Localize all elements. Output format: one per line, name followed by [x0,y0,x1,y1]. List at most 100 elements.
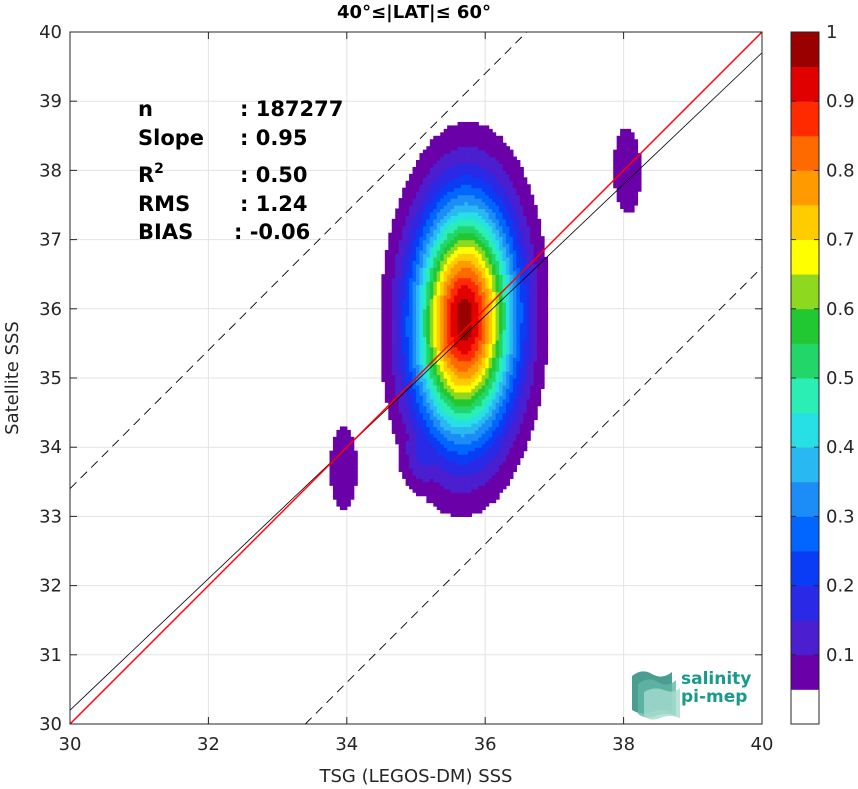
density-cell [429,253,434,258]
density-cell [422,450,427,455]
density-cell [422,319,427,324]
density-cell [388,291,393,296]
density-cell [395,222,400,227]
density-cell [519,374,524,379]
density-cell [450,232,455,237]
density-cell [471,198,476,203]
density-cell [419,281,424,286]
density-cell [523,177,528,182]
density-cell [499,194,504,199]
density-cell [402,353,407,358]
density-cell [537,339,542,344]
density-cell [419,198,424,203]
density-cell [540,353,545,358]
density-cell [443,270,448,275]
density-cell [447,281,452,286]
density-cell [419,294,424,300]
density-cell [398,211,403,216]
density-cell [450,208,455,213]
density-cell [460,184,466,189]
density-cell [467,173,472,178]
density-cell [409,294,414,300]
density-cell [492,284,497,289]
density-cell [526,267,531,272]
density-cell [464,301,469,306]
density-cell [454,485,459,490]
density-cell [426,177,431,182]
density-cell [505,371,511,376]
density-cell [391,381,396,386]
density-cell [343,485,348,490]
density-cell [630,191,635,196]
density-cell [447,371,452,376]
density-cell [481,274,486,279]
density-cell [402,284,407,289]
density-cell [523,232,528,237]
density-cell [505,166,511,171]
density-cell [391,350,396,355]
density-cell [533,305,538,310]
density-cell [412,367,417,372]
density-cell [336,478,341,483]
density-cell [485,454,490,459]
density-cell [443,180,448,185]
density-cell [402,211,407,216]
density-cell [512,294,517,300]
density-cell [419,450,424,455]
density-cell [460,322,466,327]
density-cell [502,308,507,313]
density-cell [488,357,493,362]
density-cell [523,440,528,445]
density-cell [467,454,472,459]
density-cell [474,156,479,161]
density-cell [402,419,407,424]
density-cell [627,191,632,196]
density-cell [412,274,417,279]
colorbar-segment [791,412,819,448]
density-cell [512,218,517,223]
density-cell [391,364,396,369]
density-cell [412,277,417,282]
density-cell [488,177,493,182]
density-cell [467,180,472,185]
density-cell [454,139,459,144]
density-cell [502,367,507,372]
density-cell [440,326,445,331]
density-cell [395,381,400,386]
density-cell [395,298,400,303]
density-cell [447,409,452,414]
density-cell [398,263,403,268]
density-cell [405,281,410,286]
density-cell [416,243,421,248]
density-cell [402,333,407,338]
density-cell [402,253,407,258]
density-cell [464,395,469,400]
density-cell [502,353,507,358]
density-cell [402,433,407,438]
density-cell [512,177,517,182]
density-cell [478,374,483,379]
density-cell [460,288,466,293]
density-cell [398,416,403,421]
density-cell [537,291,542,296]
density-cell [447,488,452,493]
density-cell [450,471,455,476]
density-cell [492,177,497,182]
density-cell [495,288,500,293]
density-cell [443,142,448,147]
density-cell [426,495,431,500]
density-cell [471,194,476,199]
density-cell [471,492,476,497]
density-cell [353,450,358,455]
density-cell [509,253,514,258]
density-cell [412,422,417,428]
density-cell [492,160,497,165]
density-cell [412,488,417,493]
density-cell [353,457,358,462]
density-cell [471,350,476,355]
density-cell [419,215,424,220]
density-cell [426,232,431,237]
density-cell [426,256,431,261]
density-cell [492,485,497,490]
density-cell [447,191,452,196]
